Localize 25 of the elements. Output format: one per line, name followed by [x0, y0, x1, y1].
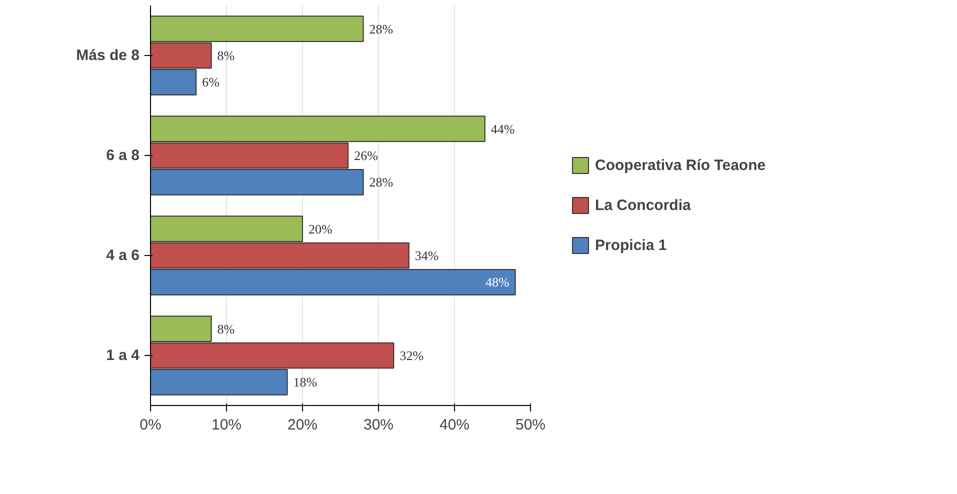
- data-label: 28%: [369, 174, 394, 190]
- data-label: 6%: [202, 74, 220, 90]
- y-tick-label: 1 a 4: [106, 347, 140, 364]
- x-tick-label: 40%: [439, 416, 470, 434]
- x-tick-label: 30%: [363, 416, 394, 434]
- data-label: 48%: [485, 274, 510, 290]
- x-tick-label: 20%: [287, 416, 318, 434]
- y-tick-label: 4 a 6: [106, 247, 140, 264]
- legend-label: Propicia 1: [595, 236, 667, 254]
- legend-label: Cooperativa Río Teaone: [595, 156, 766, 174]
- data-label: 28%: [369, 21, 394, 36]
- x-tick-label: 0%: [140, 416, 162, 434]
- data-label: 32%: [400, 348, 424, 363]
- data-label: 8%: [217, 48, 235, 63]
- data-label: 18%: [293, 374, 318, 390]
- x-tick-label: 50%: [515, 416, 546, 434]
- legend-label: La Concordia: [595, 196, 691, 214]
- y-tick-label: Más de 8: [76, 47, 140, 64]
- data-label: 8%: [217, 321, 235, 336]
- data-label: 34%: [414, 248, 439, 263]
- data-label: 20%: [308, 221, 332, 236]
- data-label: 26%: [354, 148, 378, 163]
- x-tick-label: 10%: [211, 416, 242, 434]
- y-tick-label: 6 a 8: [106, 147, 140, 164]
- data-label: 44%: [490, 121, 515, 136]
